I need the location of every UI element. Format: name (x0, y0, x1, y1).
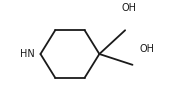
Text: OH: OH (121, 3, 136, 13)
Text: OH: OH (140, 44, 155, 54)
Text: HN: HN (20, 49, 35, 59)
